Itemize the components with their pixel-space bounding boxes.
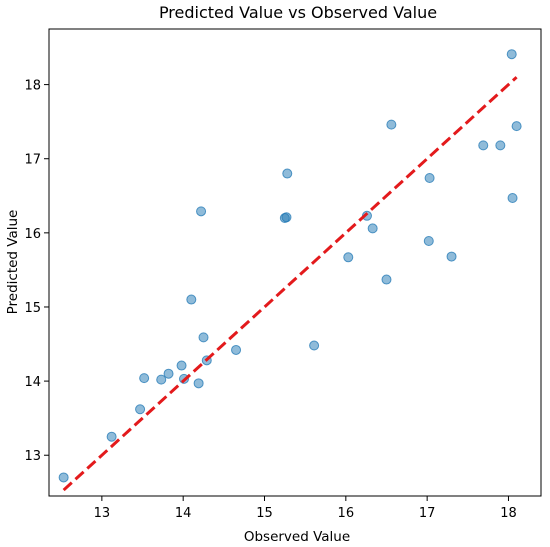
data-point — [381, 274, 392, 285]
data-point — [193, 378, 204, 389]
x-tick-label: 16 — [338, 506, 355, 521]
y-tick-label: 18 — [24, 79, 41, 94]
y-tick-label: 15 — [24, 301, 41, 316]
chart-title: Predicted Value vs Observed Value — [159, 3, 437, 22]
x-tick-label: 17 — [419, 506, 436, 521]
data-point — [367, 223, 378, 234]
data-point — [176, 360, 187, 371]
data-point — [511, 121, 522, 132]
data-point — [343, 252, 354, 263]
data-point — [58, 472, 69, 483]
data-point — [282, 168, 293, 179]
plot-marks — [58, 49, 522, 492]
data-point — [106, 431, 117, 442]
data-point — [478, 140, 489, 151]
reference-line — [62, 76, 518, 492]
y-tick-label: 14 — [24, 375, 41, 390]
data-point — [231, 344, 242, 355]
x-tick-label: 15 — [256, 506, 273, 521]
y-axis-ticks: 13 14 15 16 17 18 — [24, 79, 49, 464]
data-point — [135, 404, 146, 415]
data-point — [139, 373, 150, 384]
data-point — [424, 173, 435, 183]
data-point — [386, 119, 397, 130]
data-point — [186, 294, 197, 305]
y-axis-label: Predicted Value — [5, 210, 21, 315]
x-axis-ticks: 13 14 15 16 17 18 — [94, 496, 517, 521]
data-point — [196, 206, 207, 217]
data-point — [309, 340, 320, 351]
data-point — [507, 193, 518, 204]
data-point — [423, 236, 434, 246]
data-point — [495, 140, 506, 151]
x-tick-label: 18 — [500, 506, 517, 521]
data-point — [506, 49, 517, 60]
data-point — [156, 374, 167, 385]
y-tick-label: 13 — [24, 449, 41, 464]
y-tick-label: 17 — [24, 153, 41, 168]
plot-frame — [48, 28, 542, 497]
x-tick-label: 14 — [175, 506, 192, 521]
data-point — [446, 251, 457, 262]
data-point — [198, 332, 209, 343]
x-tick-label: 13 — [94, 506, 111, 521]
y-tick-label: 16 — [24, 227, 41, 242]
data-point — [281, 212, 292, 223]
x-axis-label: Observed Value — [244, 529, 350, 545]
data-point — [163, 368, 174, 379]
